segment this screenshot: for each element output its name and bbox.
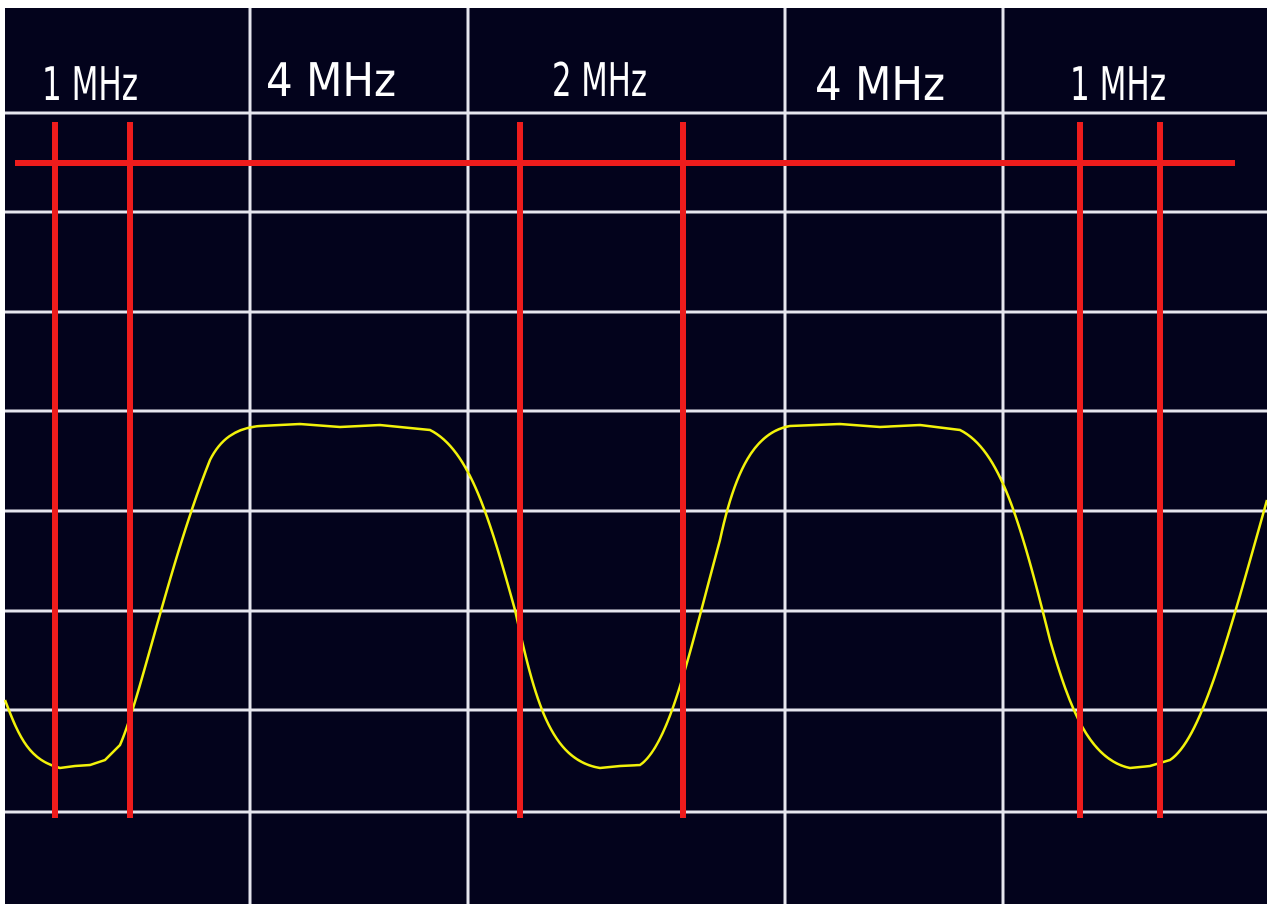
frequency-label: 1 MHz [1070, 57, 1166, 111]
waveform [3, 422, 1267, 770]
grid [5, 8, 1267, 904]
screen-background [5, 8, 1267, 904]
markers [15, 122, 1235, 818]
frequency-label: 1 MHz [42, 57, 138, 111]
frequency-label: 4 MHz [815, 57, 945, 111]
frequency-label: 2 MHz [552, 53, 647, 107]
frequency-label: 4 MHz [266, 53, 396, 107]
